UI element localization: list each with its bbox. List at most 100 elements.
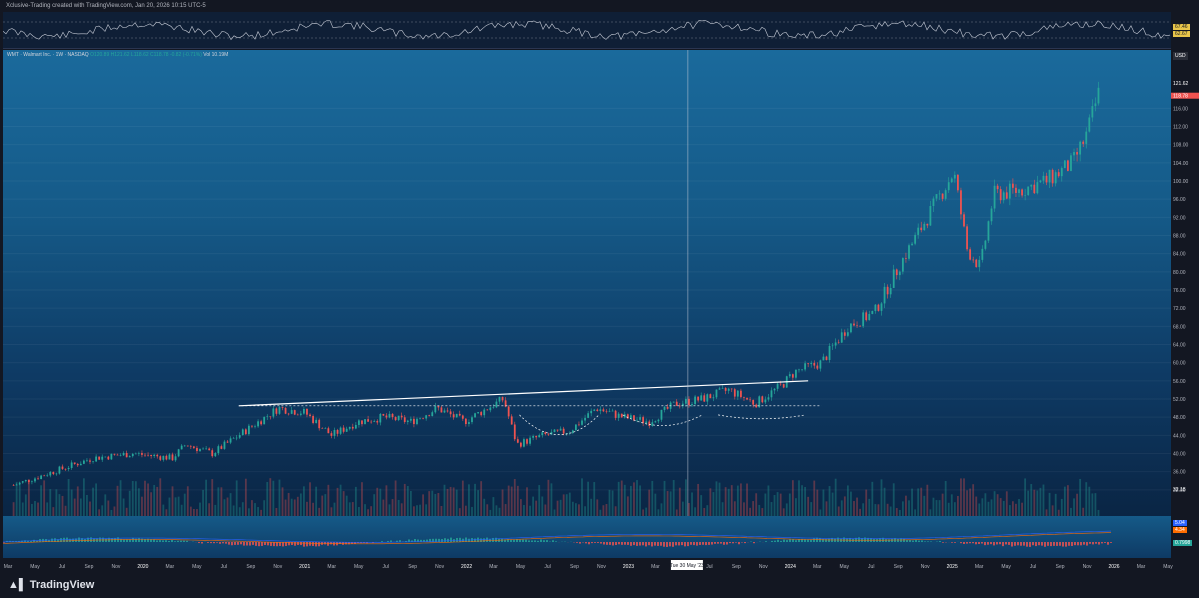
volume-bar: [431, 490, 434, 516]
volume-bar: [880, 479, 883, 516]
macd-histogram-bar: [330, 542, 332, 545]
price-pane[interactable]: WMT · Walmart Inc. · 1W · NASDAQ O120.89…: [3, 50, 1171, 516]
legend-symbol[interactable]: WMT · Walmart Inc. · 1W · NASDAQ: [7, 52, 89, 58]
rsi-scale[interactable]: 67.46 62.67: [1171, 12, 1199, 48]
volume-bar: [819, 509, 822, 516]
candle-body: [147, 454, 149, 456]
candle-body: [681, 403, 684, 406]
candle-body: [449, 411, 452, 415]
macd-histogram-bar: [1098, 542, 1100, 545]
volume-bar: [510, 486, 513, 516]
time-axis[interactable]: Mar May Jul Sep Nov 2020 Mar May Jul Sep Nov 2021 Ma…: [0, 558, 1199, 572]
macd-histogram-bar: [918, 540, 920, 542]
candle-body: [700, 395, 703, 401]
candlestick-chart[interactable]: [3, 50, 1171, 516]
volume-bar: [889, 506, 892, 516]
macd-histogram-bar: [807, 539, 809, 542]
volume-bar: [642, 509, 645, 516]
volume-bar: [856, 497, 858, 516]
macd-histogram-bar: [3, 542, 5, 543]
volume-bar: [339, 484, 342, 516]
candle-body: [626, 414, 629, 419]
macd-histogram-bar: [435, 538, 437, 542]
candle-body: [755, 404, 758, 408]
macd-histogram-bar: [942, 542, 944, 543]
volume-bar: [1051, 505, 1054, 516]
candle-body: [590, 410, 593, 414]
volume-bar: [669, 491, 672, 516]
time-tick-label: Sep: [84, 564, 93, 570]
candle-body: [229, 438, 232, 443]
macd-histogram-bar: [153, 539, 155, 542]
volume-bar: [113, 506, 116, 516]
time-tick-label: Sep: [246, 564, 255, 570]
macd-histogram-bar: [702, 542, 704, 545]
volume-bar: [98, 509, 101, 516]
candle-body: [131, 453, 134, 457]
macd-histogram-bar: [294, 542, 296, 546]
candle-body: [192, 446, 195, 448]
macd-histogram-bar: [327, 542, 329, 546]
macd-histogram-bar: [576, 542, 578, 543]
macd-histogram-bar: [144, 539, 146, 542]
volume-bar: [544, 504, 547, 516]
macd-pane[interactable]: [2, 516, 1171, 558]
tradingview-logo[interactable]: ▲▌ TradingView: [8, 579, 94, 591]
macd-histogram-bar: [903, 538, 905, 542]
macd-histogram-bar: [207, 542, 209, 543]
macd-histogram-bar: [984, 542, 986, 546]
volume-bar: [901, 501, 904, 516]
rsi-pane[interactable]: [2, 12, 1171, 49]
macd-histogram-bar: [129, 539, 131, 542]
volume-bar: [568, 492, 571, 516]
candle-body: [779, 383, 782, 385]
volume-bar: [944, 480, 947, 516]
candle-body: [801, 369, 803, 371]
volume-bar: [306, 501, 308, 516]
volume-bar: [351, 502, 354, 516]
macd-histogram-bar: [324, 542, 326, 545]
candle-body: [694, 396, 696, 405]
macd-histogram-bar: [213, 542, 215, 544]
macd-histogram-bar: [126, 539, 128, 542]
macd-histogram-bar: [417, 539, 419, 542]
macd-scale[interactable]: 5.04 4.34 0.7998: [1171, 516, 1199, 558]
volume-bar: [49, 489, 52, 516]
candle-body: [49, 472, 52, 476]
macd-histogram-bar: [654, 542, 656, 546]
candle-body: [972, 259, 975, 261]
volume-bar: [608, 489, 611, 516]
candle-body: [284, 407, 287, 414]
currency-label[interactable]: USD: [1173, 52, 1188, 60]
candle-body: [336, 430, 339, 434]
candle-body: [654, 421, 657, 423]
price-scale[interactable]: 32.00 36.00 40.00 44.00 48.00 52.00 56.00 60.00…: [1171, 50, 1199, 516]
macd-histogram-bar: [888, 539, 890, 542]
volume-bar: [336, 487, 339, 516]
volume-bar: [388, 504, 391, 516]
price-tick-label: 92.00: [1173, 215, 1186, 221]
candle-body: [853, 323, 855, 326]
candle-body: [321, 428, 324, 429]
candle-body: [541, 432, 544, 436]
macd-histogram-bar: [666, 542, 668, 547]
candle-body: [101, 456, 104, 460]
volume-bar: [1060, 498, 1063, 516]
volume-bar: [269, 478, 272, 516]
candle-body: [31, 481, 33, 483]
macd-histogram-bar: [627, 542, 629, 545]
candle-body: [238, 435, 241, 438]
volume-bar: [1063, 486, 1066, 516]
macd-histogram-bar: [78, 537, 80, 542]
volume-bar: [24, 494, 27, 516]
volume-bar: [599, 509, 602, 516]
macd-histogram-bar: [351, 542, 353, 544]
current-price-box: [1171, 92, 1199, 99]
volume-bar: [813, 480, 816, 516]
candle-body: [892, 269, 895, 288]
time-tick-label: Jul: [59, 564, 65, 570]
volume-bar: [620, 480, 623, 516]
volume-bar: [406, 485, 409, 516]
macd-histogram-bar: [423, 539, 425, 542]
volume-bar: [165, 509, 168, 516]
